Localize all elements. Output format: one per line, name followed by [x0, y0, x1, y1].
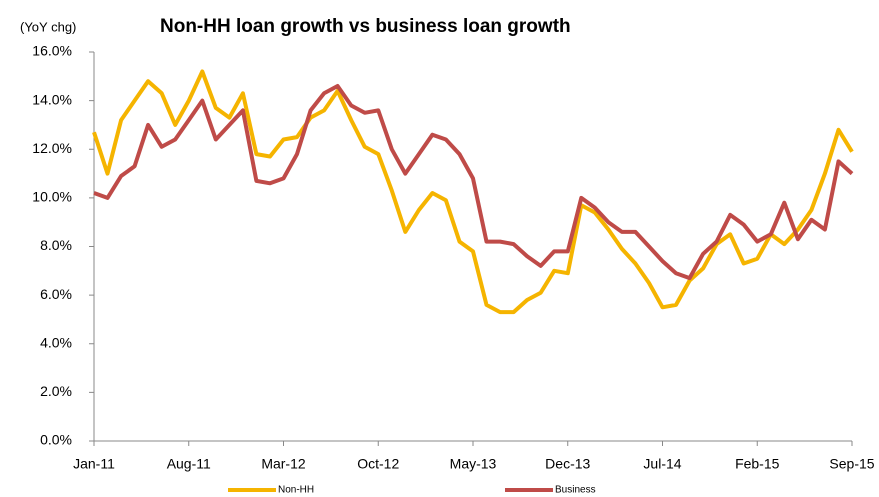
y-tick-label: 8.0%: [40, 237, 72, 253]
y-tick-label: 4.0%: [40, 334, 72, 350]
y-tick-label: 2.0%: [40, 383, 72, 399]
x-tick-label: Mar-12: [261, 456, 306, 472]
y-tick-label: 6.0%: [40, 286, 72, 302]
series-line: [92, 69, 854, 315]
x-tick-label: Jul-14: [643, 456, 681, 472]
y-tick-label: 0.0%: [40, 432, 72, 448]
y-tick-label: 10.0%: [32, 189, 72, 205]
x-tick-label: Aug-11: [167, 456, 211, 472]
x-tick-label: Sep-15: [829, 456, 874, 472]
chart-title: Non-HH loan growth vs business loan grow…: [160, 16, 571, 37]
legend-label: Business: [555, 485, 596, 496]
x-tick-label: May-13: [450, 456, 497, 472]
x-tick-label: Oct-12: [357, 456, 399, 472]
legend-label: Non-HH: [278, 485, 314, 496]
x-tick-label: Jan-11: [73, 456, 115, 472]
x-tick-label: Dec-13: [545, 456, 590, 472]
y-tick-label: 16.0%: [32, 43, 72, 59]
unit-note: (YoY chg): [20, 19, 76, 34]
y-tick-label: 14.0%: [32, 91, 72, 107]
series-line: [93, 84, 854, 281]
x-tick-label: Feb-15: [735, 456, 780, 472]
y-tick-label: 12.0%: [32, 140, 72, 156]
